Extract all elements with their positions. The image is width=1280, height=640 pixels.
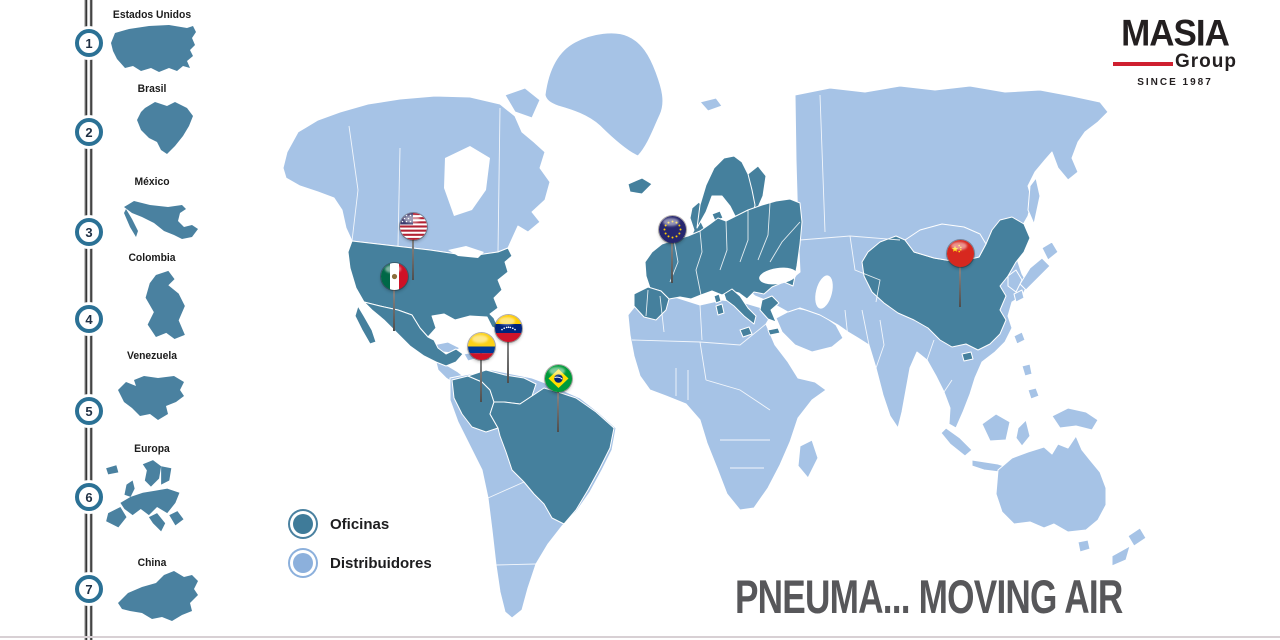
distributors-marker-icon — [293, 553, 313, 573]
borders-canada — [348, 107, 501, 253]
sidebar-label-estados-unidos: Estados Unidos — [112, 9, 192, 21]
number-label: 7 — [85, 581, 93, 597]
pin-stick-venezuela — [507, 328, 509, 383]
island-sakhalin — [1027, 177, 1041, 225]
country-china — [861, 216, 1031, 362]
number-label: 3 — [85, 224, 93, 240]
country-canada — [282, 95, 551, 257]
logo-group-row: Group — [1098, 51, 1252, 73]
logo-brand-text: MASIA — [1121, 12, 1230, 54]
map-pin-china-flag — [946, 239, 974, 267]
pin-stick-china — [959, 253, 961, 307]
black-sea — [759, 267, 797, 285]
timeline-number-2: 2 — [75, 118, 103, 146]
number-label: 6 — [85, 489, 93, 505]
caspian-sea — [815, 275, 833, 309]
map-pin-mexico-flag — [380, 262, 408, 290]
borders-asia — [799, 94, 1029, 393]
timeline-number-1: 1 — [75, 29, 103, 57]
logo-since-text: SINCE 1987 — [1137, 77, 1213, 88]
region-iberia — [633, 286, 670, 321]
number-label: 5 — [85, 403, 93, 419]
timeline-number-5: 5 — [75, 397, 103, 425]
country-mexico — [354, 301, 464, 367]
logo-group-text: Group — [1175, 51, 1237, 72]
country-italy — [713, 288, 757, 338]
logo-red-bar — [1113, 62, 1173, 66]
masia-group-logo: MASIA Group SINCE 1987 — [1098, 12, 1252, 88]
country-korea — [1007, 269, 1023, 293]
europa-silhouette — [98, 458, 210, 556]
brazil-silhouette — [117, 96, 197, 160]
pin-stick-brazil — [557, 378, 559, 432]
mexico-silhouette — [120, 196, 202, 246]
usa-silhouette — [107, 23, 199, 79]
islands-arctic — [504, 87, 907, 119]
country-new-zealand — [1111, 527, 1147, 567]
country-australia — [995, 435, 1107, 553]
sidebar-label-colombia: Colombia — [128, 252, 176, 264]
hudson-bay — [444, 146, 490, 216]
timeline-number-6: 6 — [75, 483, 103, 511]
pin-stick-colombia — [480, 346, 482, 402]
country-iceland — [627, 177, 653, 195]
number-label: 4 — [85, 311, 93, 327]
tagline-text: PNEUMA... MOVING AIR — [735, 571, 1123, 624]
legend-distributors: Distribuidores — [288, 548, 432, 578]
timeline-number-7: 7 — [75, 575, 103, 603]
timeline-number-3: 3 — [75, 218, 103, 246]
colombia-silhouette — [127, 266, 189, 348]
country-greece — [759, 295, 781, 336]
sidebar-label-venezuela: Venezuela — [126, 350, 177, 362]
great-lakes — [448, 246, 484, 258]
map-pin-europe-flag — [658, 215, 686, 243]
island-madagascar — [797, 439, 819, 479]
continent-africa — [627, 292, 827, 511]
number-label: 1 — [85, 35, 93, 51]
pin-stick-usa — [412, 226, 414, 280]
sidebar-label-europa: Europa — [134, 443, 170, 455]
borders-europe — [645, 202, 801, 317]
sidebar-label-china: China — [137, 557, 167, 569]
timeline-number-4: 4 — [75, 305, 103, 333]
map-pin-colombia-flag — [467, 332, 495, 360]
offices-marker-icon — [293, 514, 313, 534]
map-pin-brazil-flag — [544, 364, 572, 392]
china-silhouette — [112, 568, 202, 624]
country-usa — [347, 240, 513, 338]
number-label: 2 — [85, 124, 93, 140]
sidebar-label-brasil: Brasil — [137, 83, 167, 95]
distributors-label: Distribuidores — [330, 554, 432, 572]
map-pin-usa-flag — [399, 212, 427, 240]
borders-south-america — [487, 481, 537, 566]
offices-label: Oficinas — [330, 515, 390, 533]
venezuela-silhouette — [110, 370, 194, 426]
legend-offices: Oficinas — [288, 509, 389, 539]
island-new-guinea — [1051, 407, 1099, 431]
sidebar-label-mexico: México — [134, 176, 170, 188]
country-greenland — [544, 32, 664, 157]
pin-stick-mexico — [393, 276, 395, 331]
map-pin-venezuela-flag — [494, 314, 522, 342]
bottom-border-line — [0, 636, 1280, 638]
pin-stick-europe — [671, 229, 673, 283]
borders-africa — [631, 295, 771, 469]
